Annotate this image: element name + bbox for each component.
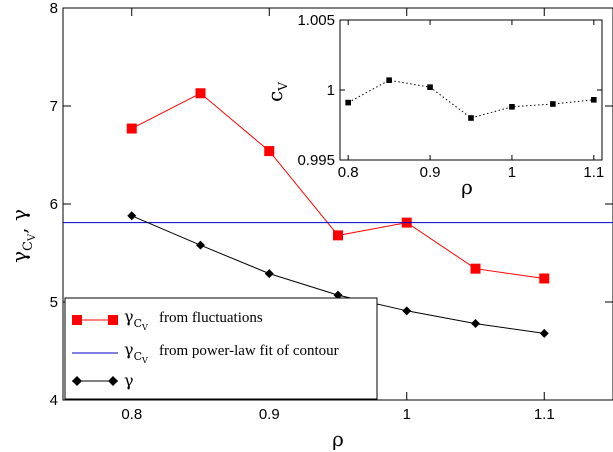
main-axis-ticks: 0.8 0.9 1 1.1 4 5 6 7 8 xyxy=(50,0,613,423)
legend-marker-diamond-right xyxy=(108,376,118,386)
main-series-2-point xyxy=(127,211,137,221)
inset-y-axis-label: cV xyxy=(263,82,290,102)
inset-x-tick-label: 0.8 xyxy=(338,164,359,181)
legend-fluct-text: from fluctuations xyxy=(159,310,263,326)
inset-series-0-point xyxy=(427,84,433,90)
svg-text:γCV: γCV xyxy=(124,307,148,332)
inset-y-tick-label: 1 xyxy=(327,82,335,99)
main-series-0-point xyxy=(126,123,137,134)
main-series-2-point xyxy=(471,319,480,329)
main-x-axis-label: ρ xyxy=(332,427,344,451)
legend-marker-diamond-left xyxy=(72,376,82,386)
main-series-0-point xyxy=(264,146,275,157)
legend: γCV from fluctuations γCV from power-law… xyxy=(64,297,378,400)
main-x-tick-label: 0.9 xyxy=(259,406,280,423)
legend-gamma-sym: γ xyxy=(124,371,134,390)
main-x-tick-label: 1 xyxy=(403,406,411,423)
legend-box xyxy=(64,297,378,400)
legend-power-subsub: V xyxy=(141,356,148,365)
main-x-tick-label: 1.1 xyxy=(534,406,555,423)
inset-background xyxy=(340,20,602,160)
main-y-tick-label: 7 xyxy=(50,98,58,115)
main-series-2-point xyxy=(402,306,412,316)
inset-series-0-point xyxy=(468,115,474,121)
legend-power-sub: C xyxy=(134,350,142,363)
inset-y-tick-label: 0.995 xyxy=(297,152,335,169)
inset-series-0-point xyxy=(550,101,556,107)
inset-y-axis-label-main: c xyxy=(263,91,287,102)
main-y-axis-label-sub: C xyxy=(21,241,36,251)
svg-text:cV: cV xyxy=(263,82,290,102)
svg-text:γCV: γCV xyxy=(124,340,148,365)
main-series-2-point xyxy=(196,240,205,250)
main-series-0-point xyxy=(195,88,206,99)
main-y-tick-label: 5 xyxy=(50,294,58,311)
svg-text:γCV, γ: γCV, γ xyxy=(7,209,38,263)
legend-fluct-subsub: V xyxy=(141,323,148,332)
main-y-axis-label: γCV, γ xyxy=(7,209,38,263)
main-y-tick-label: 4 xyxy=(50,392,58,409)
legend-marker-square-left xyxy=(72,315,82,325)
main-y-tick-label: 6 xyxy=(50,196,58,213)
legend-entry-fluctuations: γCV from fluctuations xyxy=(72,307,263,332)
main-series-0-point xyxy=(539,273,550,284)
inset-series-0-point xyxy=(345,99,351,106)
main-y-axis-label-tail: , γ xyxy=(7,209,31,234)
main-x-tick-label: 0.8 xyxy=(121,406,142,423)
main-series-2-point xyxy=(264,269,274,279)
main-series-0-point xyxy=(470,263,481,274)
main-series-2-point xyxy=(333,290,343,300)
legend-entry-power-law: γCV from power-law fit of contour xyxy=(72,340,339,365)
inset-x-tick-label: 1.1 xyxy=(583,164,604,181)
main-y-tick-label: 8 xyxy=(50,0,58,17)
main-y-axis-label-subsub: V xyxy=(27,233,38,242)
inset-series-0-point xyxy=(591,97,597,103)
main-series-0-point xyxy=(333,230,343,241)
inset-x-axis-label: ρ xyxy=(461,175,473,199)
main-series-2-point xyxy=(539,328,549,338)
inset-series-0-point xyxy=(509,104,515,110)
legend-power-text: from power-law fit of contour xyxy=(159,343,339,359)
inset-series-group xyxy=(345,77,597,121)
legend-power-sym: γ xyxy=(124,340,134,359)
main-y-axis-label-symbol: γ xyxy=(7,251,31,263)
inset-axis-ticks: 0.8 0.9 1 1.1 0.995 1 1.005 xyxy=(297,12,604,181)
inset-x-tick-label: 1 xyxy=(508,164,516,181)
legend-fluct-sub: C xyxy=(134,317,142,330)
inset-y-tick-label: 1.005 xyxy=(297,12,335,29)
main-series-group xyxy=(63,88,613,338)
inset-x-tick-label: 0.9 xyxy=(420,164,441,181)
inset-y-axis-label-sub: V xyxy=(276,82,290,92)
legend-fluct-sym: γ xyxy=(124,307,134,326)
legend-entry-gamma: γ xyxy=(72,371,134,390)
legend-marker-square-right xyxy=(108,315,118,325)
inset-series-0-point xyxy=(386,77,392,83)
